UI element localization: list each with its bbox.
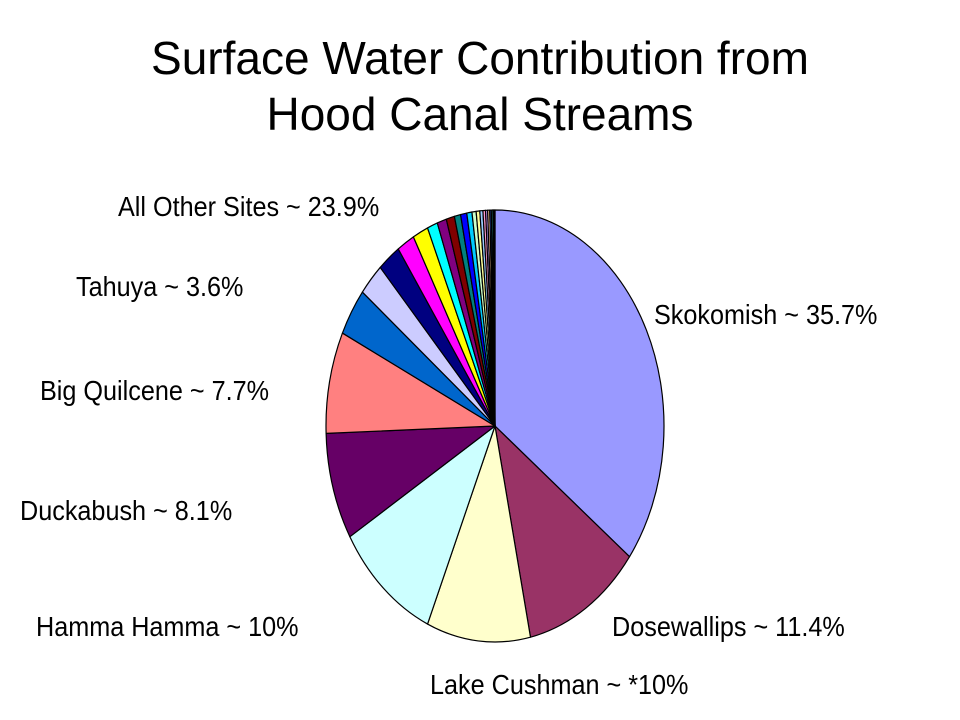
label-big-quilcene: Big Quilcene ~ 7.7%: [40, 375, 270, 406]
pie-slice-26: [493, 209, 496, 427]
chart-title-line-1: Surface Water Contribution from: [151, 32, 809, 84]
label-hamma-hamma: Hamma Hamma ~ 10%: [36, 611, 299, 642]
pie-slice-5: [325, 332, 496, 434]
label-skokomish: Skokomish ~ 35.7%: [654, 299, 878, 330]
chart-title-line-2: Hood Canal Streams: [266, 88, 694, 140]
pie-slice-1: [494, 425, 631, 638]
pie-slice-0: [494, 209, 665, 558]
pie-slice-3: [349, 425, 496, 625]
label-tahuya: Tahuya ~ 3.6%: [76, 271, 244, 302]
chart-title: Surface Water Contribution from Hood Can…: [0, 30, 960, 142]
pie-slice-2: [426, 425, 532, 643]
label-all-other-sites: All Other Sites ~ 23.9%: [118, 191, 380, 222]
pie-slice-4: [325, 425, 496, 538]
label-dosewallips: Dosewallips ~ 11.4%: [612, 611, 845, 642]
label-lake-cushman: Lake Cushman ~ *10%: [430, 669, 689, 700]
label-duckabush: Duckabush ~ 8.1%: [20, 495, 233, 526]
